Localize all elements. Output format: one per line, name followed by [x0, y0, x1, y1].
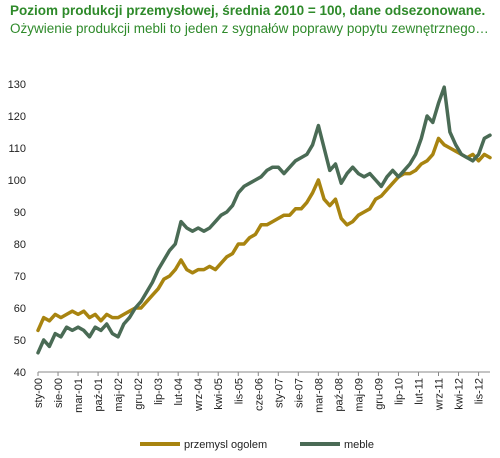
y-tick-label: 60 [14, 303, 26, 315]
x-tick-label: lut-11 [413, 378, 425, 405]
x-tick-label: kwi-12 [454, 378, 466, 410]
x-tick-label: lip-10 [393, 378, 405, 405]
x-tick-label: lip-03 [153, 378, 165, 405]
x-tick-label: sie-07 [293, 378, 305, 408]
x-tick-label: kwi-05 [213, 378, 225, 410]
x-tick-label: lut-04 [173, 378, 185, 406]
y-tick-label: 40 [14, 367, 26, 379]
legend-label-meble: meble [344, 439, 374, 451]
y-tick-label: 70 [14, 271, 26, 283]
y-tick-label: 50 [14, 335, 26, 347]
x-tick-label: gru-09 [373, 378, 385, 410]
x-tick-label: sty-07 [273, 378, 285, 408]
y-tick-label: 120 [8, 111, 26, 123]
y-tick-label: 80 [14, 239, 26, 251]
x-tick-label: wrz-04 [193, 378, 205, 412]
x-tick-label: maj-02 [113, 378, 125, 412]
series-line-meble [36, 85, 492, 355]
x-tick-label: sty-00 [33, 378, 45, 408]
x-tick-label: paź-01 [93, 378, 105, 412]
x-tick-label: lis-05 [233, 378, 245, 404]
x-tick-label: mar-01 [73, 378, 85, 413]
x-tick-label: mar-08 [313, 378, 325, 413]
series-line-przemysl [36, 136, 492, 333]
chart-title-bold: Poziom produkcji przemysłowej, średnia 2… [10, 3, 486, 18]
x-tick-label: sie-00 [53, 378, 65, 408]
y-tick-label: 100 [8, 175, 26, 187]
chart-title: Poziom produkcji przemysłowej, średnia 2… [10, 2, 490, 38]
x-tick-label: gru-02 [133, 378, 145, 410]
x-tick-label: wrz-11 [434, 378, 446, 411]
x-tick-label: lis-12 [474, 378, 486, 404]
y-tick-label: 110 [8, 143, 26, 155]
y-tick-label: 90 [14, 207, 26, 219]
y-tick-label: 130 [8, 79, 26, 91]
x-tick-label: maj-09 [353, 378, 365, 412]
chart-title-normal: Ożywienie produkcji mebli to jeden z syg… [10, 21, 489, 36]
legend-label-przemysl: przemysl ogolem [184, 439, 267, 451]
x-tick-label: cze-06 [253, 378, 265, 411]
x-tick-label: paź-08 [333, 378, 345, 412]
